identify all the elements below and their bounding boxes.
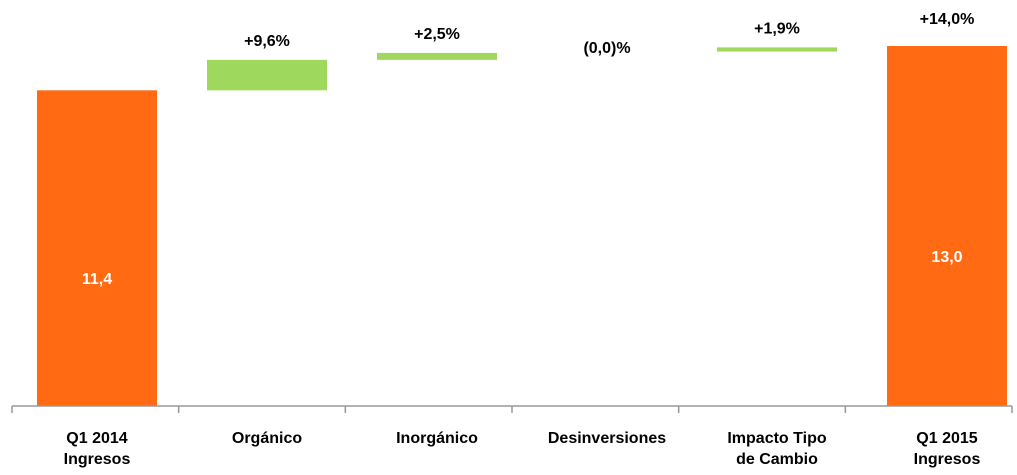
x-axis bbox=[11, 405, 1013, 413]
category-label-0: Q1 2014 Ingresos bbox=[64, 430, 131, 468]
category-label-1: Orgánico bbox=[232, 430, 302, 447]
value-label-4: +1,9% bbox=[754, 20, 800, 37]
category-label-4: Impacto Tipo de Cambio bbox=[727, 430, 826, 468]
value-label-inside-0: 11,4 bbox=[82, 271, 112, 288]
value-label-2: +2,5% bbox=[414, 26, 460, 43]
delta-bar-2 bbox=[377, 52, 497, 60]
category-label-2: Inorgánico bbox=[396, 430, 478, 447]
total-bar-5 bbox=[887, 46, 1007, 406]
value-label-3: (0,0)% bbox=[583, 40, 630, 57]
total-bar-0 bbox=[37, 90, 157, 407]
labels-layer: 11,4 Q1 2014 Ingresos +9,6% Orgánico +2,5% Ino… bbox=[64, 11, 981, 468]
delta-bar-4 bbox=[717, 47, 837, 52]
value-label-inside-5: 13,0 bbox=[931, 249, 962, 266]
category-label-5: Q1 2015 Ingresos bbox=[914, 430, 981, 468]
bars-layer bbox=[37, 46, 1007, 407]
delta-bar-1 bbox=[207, 59, 327, 91]
value-label-1: +9,6% bbox=[244, 33, 290, 50]
change-label-5: +14,0% bbox=[920, 11, 975, 28]
category-label-3: Desinversiones bbox=[548, 430, 666, 447]
